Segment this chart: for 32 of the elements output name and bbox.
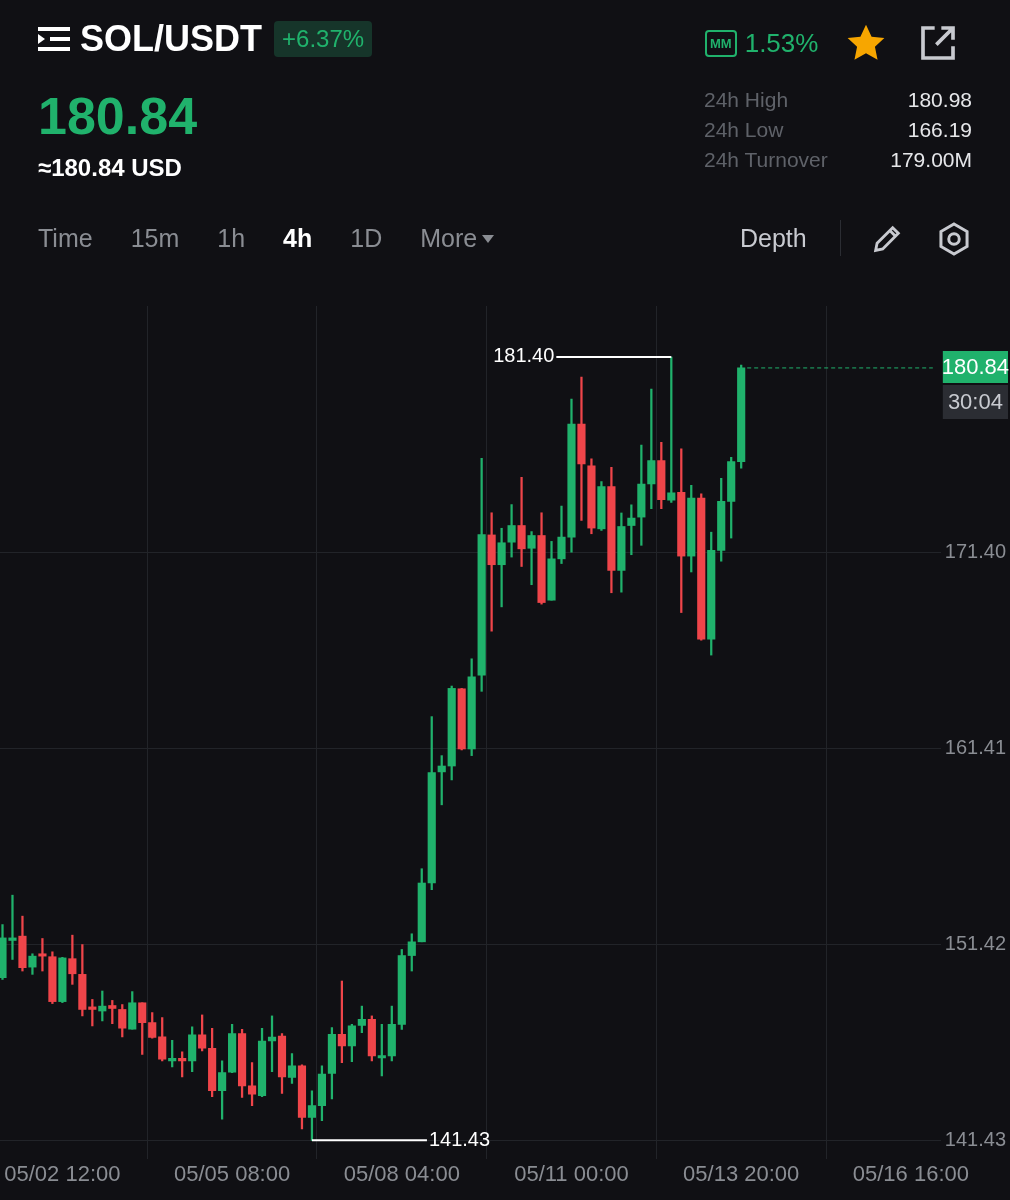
- text: 1.53%: [744, 27, 819, 59]
- x-tick-label: 05/11 00:00: [514, 1160, 629, 1186]
- x-tick-label: 05/13 20:00: [683, 1160, 800, 1186]
- text: 1h: [217, 224, 246, 253]
- text: 180.84: [38, 86, 198, 146]
- text: 24h Turnover: [704, 148, 828, 172]
- text: 166.19: [907, 118, 972, 142]
- text: 24h Low: [704, 118, 784, 142]
- text: +6.37%: [274, 21, 373, 57]
- text: 30:04: [947, 389, 1003, 414]
- x-tick-label: 05/16 16:00: [852, 1160, 969, 1186]
- annotation: 181.40: [493, 344, 555, 367]
- text: ≈180.84 USD: [38, 154, 182, 182]
- text: 24h High: [704, 88, 789, 112]
- y-tick-label: 151.42: [944, 932, 1006, 955]
- text: 1D: [350, 224, 383, 253]
- text: More: [420, 224, 478, 253]
- text: 15m: [130, 224, 180, 253]
- annotation: 141.43: [428, 1127, 491, 1150]
- text: Depth: [740, 224, 807, 253]
- y-tick-label: 141.43: [944, 1127, 1006, 1150]
- text: 180.98: [907, 88, 972, 112]
- text: 179.00M: [890, 148, 972, 172]
- x-tick-label: 05/05 08:00: [173, 1160, 291, 1186]
- text: 4h: [283, 224, 313, 253]
- text: MM: [705, 29, 737, 57]
- y-tick-label: 161.41: [944, 736, 1006, 759]
- x-tick-label: 05/02 12:00: [4, 1160, 121, 1186]
- chart-title: SOL/USDT: [80, 18, 263, 60]
- text: Time: [38, 224, 93, 253]
- x-tick-label: 05/08 04:00: [343, 1160, 460, 1186]
- y-tick-label: 171.40: [944, 540, 1006, 563]
